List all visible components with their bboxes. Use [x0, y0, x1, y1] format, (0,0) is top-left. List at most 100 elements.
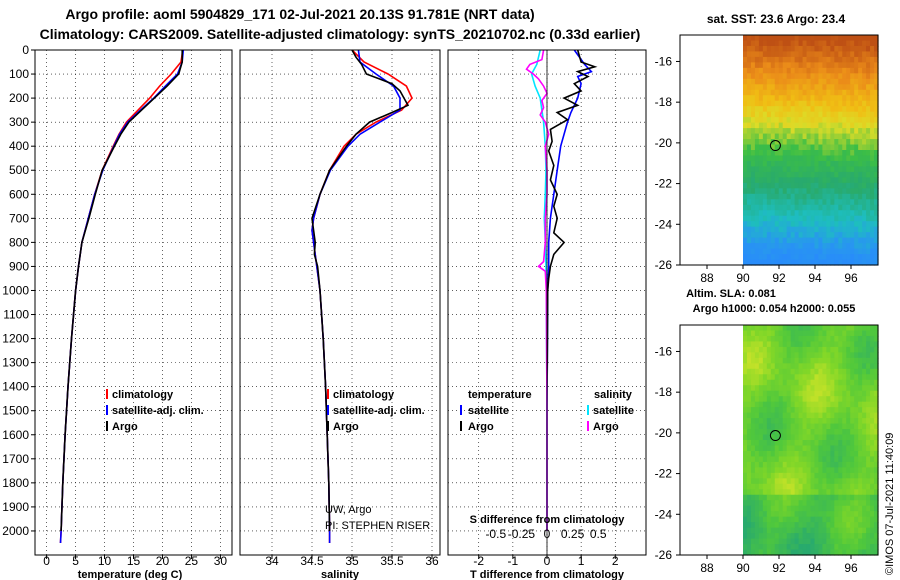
series-line: [59, 49, 185, 544]
heatmap-cell: [826, 259, 831, 266]
heatmap-cell: [838, 193, 843, 200]
heatmap-cell: [746, 385, 752, 392]
heatmap-cell: [842, 210, 847, 217]
heatmap-cell: [758, 341, 764, 348]
heatmap-cell: [834, 494, 839, 501]
heatmap-cell: [846, 100, 851, 107]
heatmap-cell: [774, 78, 780, 85]
heatmap-cell: [750, 62, 756, 69]
heatmap-cell: [802, 511, 808, 518]
heatmap-cell: [774, 215, 780, 222]
heatmap-cell: [830, 122, 835, 129]
heatmap-cell: [786, 341, 792, 348]
heatmap-cell: [874, 401, 879, 408]
heatmap-cell: [858, 56, 863, 63]
heatmap-cell: [746, 204, 752, 211]
heatmap-cell: [830, 374, 835, 381]
heatmap-cell: [810, 505, 816, 512]
heatmap-cell: [846, 478, 851, 485]
heatmap-cell: [822, 379, 827, 386]
heatmap-cell: [858, 390, 863, 397]
heatmap-cell: [790, 549, 796, 556]
heatmap-cell: [754, 412, 760, 419]
heatmap-cell: [802, 62, 808, 69]
heatmap-cell: [782, 177, 788, 184]
heatmap-cell: [854, 379, 859, 386]
heatmap-cell: [862, 221, 867, 228]
heatmap-cell: [802, 346, 808, 353]
heatmap-cell: [798, 357, 804, 364]
heatmap-cell: [802, 254, 808, 261]
heatmap-cell: [850, 325, 855, 332]
heatmap-cell: [790, 171, 796, 178]
heatmap-cell: [850, 330, 855, 337]
heatmap-cell: [778, 166, 784, 173]
heatmap-cell: [778, 62, 784, 69]
heatmap-cell: [846, 226, 851, 233]
heatmap-cell: [850, 494, 855, 501]
heatmap-cell: [866, 418, 871, 425]
heatmap-cell: [842, 160, 847, 168]
heatmap-cell: [862, 67, 867, 74]
heatmap-cell: [822, 544, 827, 551]
heatmap-cell: [762, 352, 768, 359]
heatmap-cell: [830, 111, 835, 118]
heatmap-cell: [846, 193, 851, 200]
heatmap-cell: [790, 122, 796, 129]
heatmap-cell: [846, 445, 851, 452]
heatmap-cell: [858, 374, 863, 381]
heatmap-cell: [782, 522, 788, 529]
heatmap-cell: [818, 434, 824, 441]
heatmap-cell: [850, 259, 855, 266]
y-tick-label: 1300: [2, 356, 29, 370]
heatmap-cell: [874, 505, 879, 512]
heatmap-cell: [834, 232, 839, 239]
heatmap-cell: [858, 418, 863, 425]
heatmap-cell: [758, 511, 764, 518]
heatmap-cell: [762, 254, 768, 261]
heatmap-cell: [774, 73, 780, 80]
heatmap-cell: [758, 516, 764, 523]
heatmap-cell: [782, 237, 788, 244]
heatmap-cell: [754, 237, 760, 244]
heatmap-cell: [826, 544, 831, 551]
heatmap-cell: [758, 188, 764, 195]
heatmap-cell: [838, 418, 843, 425]
heatmap-cell: [834, 368, 839, 375]
series-line: [59, 49, 184, 544]
heatmap-cell: [830, 117, 835, 124]
heatmap-cell: [810, 56, 816, 63]
heatmap-cell: [822, 472, 827, 479]
heatmap-cell: [798, 62, 804, 69]
heatmap-cell: [790, 516, 796, 523]
heatmap-cell: [818, 248, 824, 255]
heatmap-cell: [854, 346, 859, 353]
heatmap-cell: [786, 67, 792, 74]
heatmap-cell: [830, 243, 835, 250]
heatmap-cell: [746, 472, 752, 479]
heatmap-cell: [818, 221, 824, 228]
heatmap-cell: [743, 544, 748, 551]
heatmap-cell: [743, 199, 748, 206]
sla-ticks: 88 90 92 94 96-16-18-20-22-24-26: [655, 344, 858, 575]
heatmap-cell: [762, 248, 768, 255]
heatmap-cell: [870, 188, 875, 195]
heatmap-cell: [838, 133, 843, 140]
heatmap-cell: [818, 160, 824, 168]
heatmap-cell: [790, 544, 796, 551]
heatmap-cell: [774, 429, 780, 436]
y-tick-label: 2000: [2, 524, 29, 538]
heatmap-cell: [874, 84, 879, 91]
x-tick-label: 5: [72, 554, 79, 568]
heatmap-cell: [782, 489, 788, 496]
heatmap-cell: [874, 193, 879, 200]
heatmap-cell: [794, 160, 800, 168]
heatmap-cell: [754, 407, 760, 414]
heatmap-cell: [770, 379, 776, 386]
heatmap-cell: [810, 226, 816, 233]
heatmap-cell: [830, 139, 835, 146]
heatmap-cell: [874, 89, 879, 96]
heatmap-cell: [750, 144, 756, 151]
heatmap-cell: [842, 516, 847, 523]
heatmap-cell: [750, 341, 756, 348]
